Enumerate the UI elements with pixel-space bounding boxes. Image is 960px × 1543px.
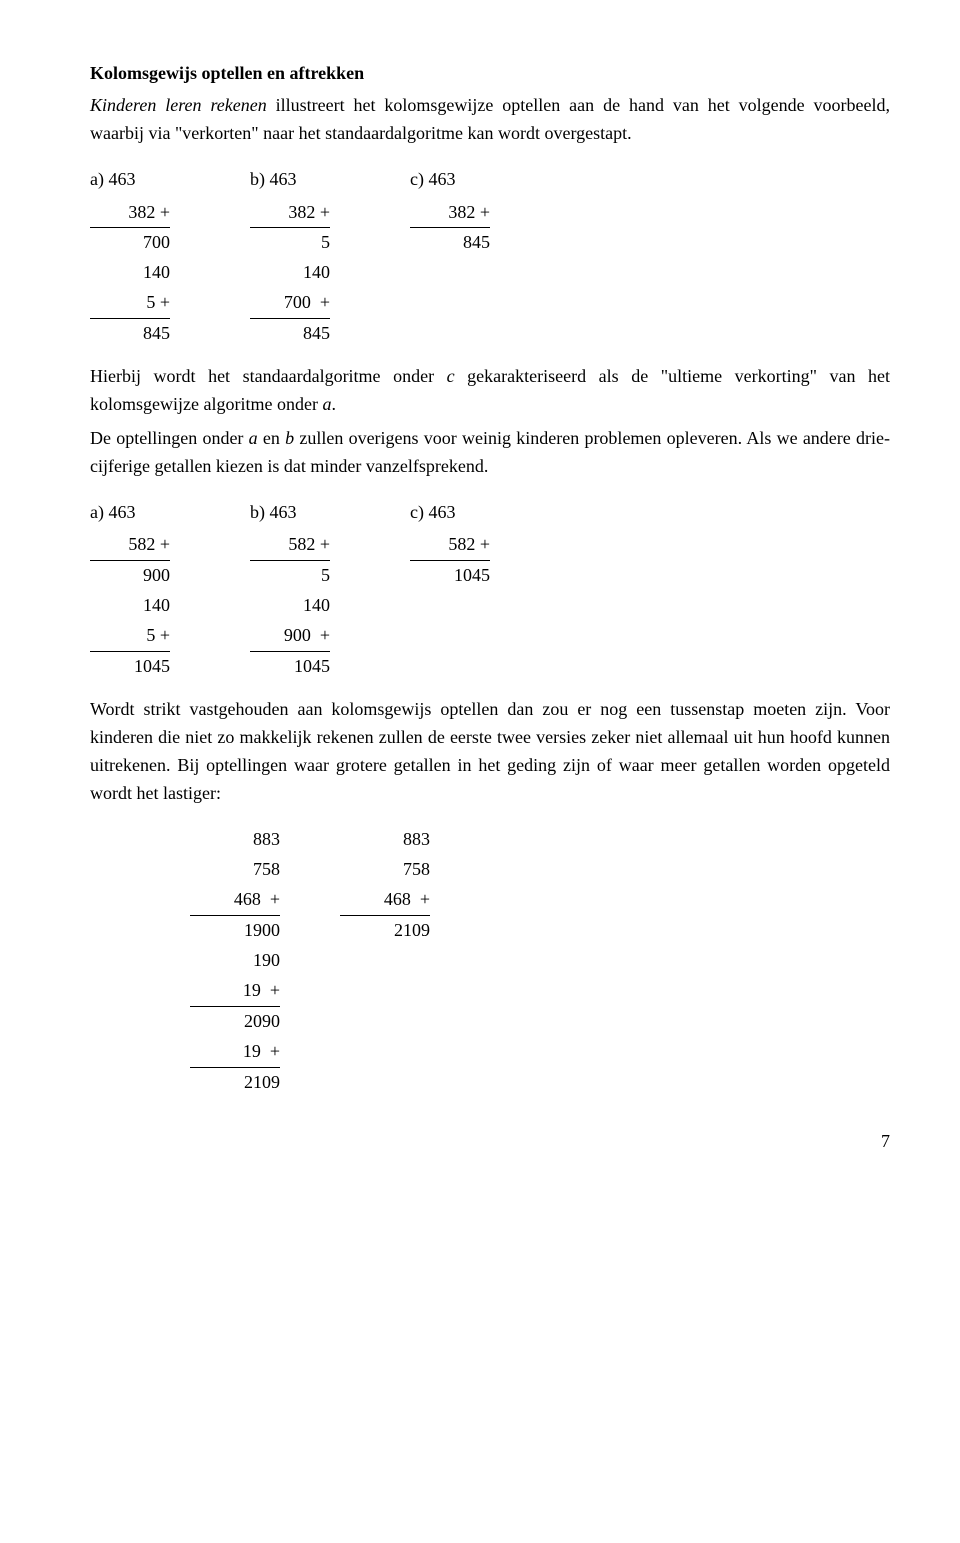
calc-value: 900 + [250,621,330,652]
calc-value: 190 [190,946,280,976]
mid-paragraph-1: Hierbij wordt het standaardalgoritme ond… [90,363,890,419]
calc-value: 5 + [90,288,170,319]
calc-value: 900 [90,561,170,591]
calc-value: 140 [90,258,170,288]
page-number: 7 [90,1128,890,1156]
calc-value: 140 [250,258,330,288]
calc-value: 758 [340,855,430,885]
calc-value: 468 + [340,885,430,916]
calc-value: 2109 [340,916,430,946]
text: en [258,428,285,448]
calc-value: 883 [340,825,430,855]
calc-value: 19 + [190,1037,280,1068]
calc2-col-b: b) 463 582 + 5 140 900 + 1045 [250,499,330,682]
calc-value: 2090 [190,1007,280,1037]
calc-value: 700 [90,228,170,258]
calc-value: 1045 [250,652,330,682]
calc1-col-a: a) 463 382 + 700 140 5 + 845 [90,166,170,349]
calc-value: 582 + [250,530,330,561]
calc3-col-right: 883 758 468 + 2109 [340,825,430,946]
calc-value: 1045 [410,561,490,591]
var-b: b [285,428,294,448]
calc-block-2: a) 463 582 + 900 140 5 + 1045 b) 463 582… [90,499,890,682]
calc-value: 382 + [410,198,490,229]
calc2-a-label: a) 463 [90,499,170,527]
calc2-c-label: c) 463 [410,499,490,527]
calc1-col-c: c) 463 382 + 845 [410,166,490,259]
intro-paragraph: Kinderen leren rekenen illustreert het k… [90,92,890,148]
mid-paragraph-2: De optellingen onder a en b zullen overi… [90,425,890,481]
calc2-col-c: c) 463 582 + 1045 [410,499,490,592]
calc-block-3: 883 758 468 + 1900 190 19 + 2090 19 + 21… [190,825,890,1097]
calc-value: 845 [90,319,170,349]
calc-value: 468 + [190,885,280,916]
calc-block-1: a) 463 382 + 700 140 5 + 845 b) 463 382 … [90,166,890,349]
calc2-col-a: a) 463 582 + 900 140 5 + 1045 [90,499,170,682]
calc-value: 5 [250,561,330,591]
calc-value: 845 [410,228,490,258]
calc-value: 382 + [90,198,170,229]
var-a: a [249,428,258,448]
calc-value: 883 [190,825,280,855]
calc3-col-left: 883 758 468 + 1900 190 19 + 2090 19 + 21… [190,825,280,1097]
calc-value: 845 [250,319,330,349]
calc1-a-label: a) 463 [90,166,170,194]
intro-italic: Kinderen leren rekenen [90,95,267,115]
calc-value: 1900 [190,916,280,946]
calc-value: 1045 [90,652,170,682]
calc1-b-label: b) 463 [250,166,330,194]
calc-value: 5 [250,228,330,258]
calc1-c-label: c) 463 [410,166,490,194]
calc1-col-b: b) 463 382 + 5 140 700 + 845 [250,166,330,349]
calc-value: 758 [190,855,280,885]
calc-value: 582 + [90,530,170,561]
var-c: c [447,366,455,386]
calc-value: 5 + [90,621,170,652]
text: Hierbij wordt het standaardalgoritme ond… [90,366,447,386]
calc-value: 2109 [190,1068,280,1098]
calc-value: 582 + [410,530,490,561]
calc-value: 700 + [250,288,330,319]
section-heading: Kolomsgewijs optellen en aftrekken [90,60,890,88]
calc-value: 140 [250,591,330,621]
mid-paragraph-3: Wordt strikt vastgehouden aan kolomsgewi… [90,696,890,808]
calc-value: 140 [90,591,170,621]
calc-value: 19 + [190,976,280,1007]
text: . [331,394,336,414]
calc2-b-label: b) 463 [250,499,330,527]
text: De optellingen onder [90,428,249,448]
calc-value: 382 + [250,198,330,229]
